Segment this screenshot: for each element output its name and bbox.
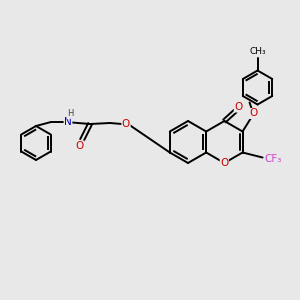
Text: O: O [122,119,130,129]
Text: CH₃: CH₃ [249,47,266,56]
Text: CF₃: CF₃ [265,154,282,164]
Text: O: O [76,141,84,151]
Text: N: N [64,117,72,127]
Text: O: O [249,109,258,118]
Text: O: O [234,102,242,112]
Text: H: H [67,110,73,118]
Text: O: O [220,158,229,168]
